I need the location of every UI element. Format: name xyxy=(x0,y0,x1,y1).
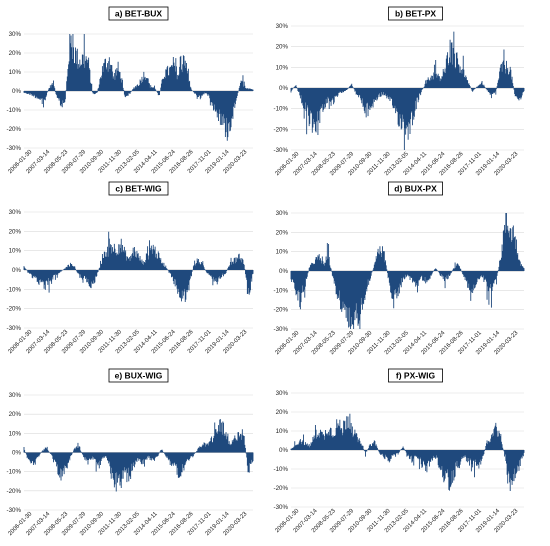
panel-title-box xyxy=(108,368,169,383)
y-tick-label: 0% xyxy=(12,267,21,274)
y-tick-label: -30% xyxy=(7,325,22,332)
y-tick-label: -10% xyxy=(7,286,22,293)
y-tick-label: 20% xyxy=(9,50,22,57)
y-tick-label: 20% xyxy=(276,409,289,416)
y-tick-label: 10% xyxy=(9,430,22,437)
panel-title-box xyxy=(108,181,169,196)
y-tick-label: -20% xyxy=(274,307,289,314)
y-tick-label: 30% xyxy=(276,210,289,217)
y-tick-label: 30% xyxy=(276,23,289,30)
y-tick-label: -20% xyxy=(274,126,289,133)
y-tick-label: 10% xyxy=(276,428,289,435)
y-tick-label: -30% xyxy=(7,145,22,152)
panel-title: e) BUX-WIG xyxy=(115,371,163,381)
data-series-area xyxy=(290,31,525,150)
y-tick-label: 10% xyxy=(276,249,289,256)
data-series-area xyxy=(290,413,525,492)
data-series-area xyxy=(23,34,254,141)
y-tick-label: 30% xyxy=(9,209,22,216)
y-tick-label: 10% xyxy=(276,64,289,71)
y-tick-label: -20% xyxy=(7,488,22,495)
data-series-area xyxy=(290,213,525,329)
y-tick-label: -10% xyxy=(274,466,289,473)
y-tick-label: -20% xyxy=(274,485,289,492)
y-tick-label: 20% xyxy=(9,228,22,235)
y-tick-label: -20% xyxy=(7,306,22,313)
panel-title: b) BET-PX xyxy=(395,9,436,19)
chart-panel-6: 30%20%10%0%-10%-20%-30%2006-01-302007-03… xyxy=(274,368,525,534)
y-tick-label: -10% xyxy=(274,106,289,113)
y-tick-label: 10% xyxy=(9,69,22,76)
y-tick-label: 0% xyxy=(279,268,288,275)
panel-title-box xyxy=(388,368,443,383)
y-tick-label: 0% xyxy=(279,85,288,92)
y-tick-label: -10% xyxy=(274,287,289,294)
y-tick-label: 30% xyxy=(9,392,22,399)
panel-title-box xyxy=(388,181,443,196)
panel-title: a) BET-BUX xyxy=(115,9,163,19)
panel-title: c) BET-WIG xyxy=(115,184,162,194)
y-tick-label: -20% xyxy=(7,126,22,133)
chart-panel-4: 30%20%10%0%-10%-20%-30%2006-01-302007-03… xyxy=(274,181,525,356)
data-series-area xyxy=(23,419,254,492)
y-tick-label: 0% xyxy=(279,447,288,454)
y-tick-label: -10% xyxy=(7,107,22,114)
data-series-area xyxy=(23,231,254,302)
chart-panel-3: 30%20%10%0%-10%-20%-30%2006-01-302007-03… xyxy=(7,181,254,355)
y-tick-label: -30% xyxy=(274,504,289,511)
y-tick-label: -30% xyxy=(274,147,289,154)
y-tick-label: 30% xyxy=(276,390,289,397)
y-tick-label: 0% xyxy=(12,88,21,95)
y-tick-label: -30% xyxy=(274,326,289,333)
y-tick-label: 10% xyxy=(9,248,22,255)
panel-title-box xyxy=(108,6,169,21)
panel-title: f) PX-WIG xyxy=(396,371,436,381)
y-tick-label: 20% xyxy=(276,229,289,236)
y-tick-label: 20% xyxy=(9,411,22,418)
y-tick-label: 30% xyxy=(9,31,22,38)
y-tick-label: 20% xyxy=(276,44,289,51)
chart-panel-2: 30%20%10%0%-10%-20%-30%2006-01-302007-03… xyxy=(274,6,525,177)
y-tick-label: 0% xyxy=(12,450,21,457)
panel-title: d) BUX-PX xyxy=(394,184,437,194)
chart-panel-5: 30%20%10%0%-10%-20%-30%2006-01-302007-03… xyxy=(7,368,254,537)
y-tick-label: -10% xyxy=(7,469,22,476)
y-tick-label: -30% xyxy=(7,507,22,514)
chart-panel-1: 30%20%10%0%-10%-20%-30%2006-01-302007-03… xyxy=(7,6,254,175)
panel-title-box xyxy=(388,6,443,21)
